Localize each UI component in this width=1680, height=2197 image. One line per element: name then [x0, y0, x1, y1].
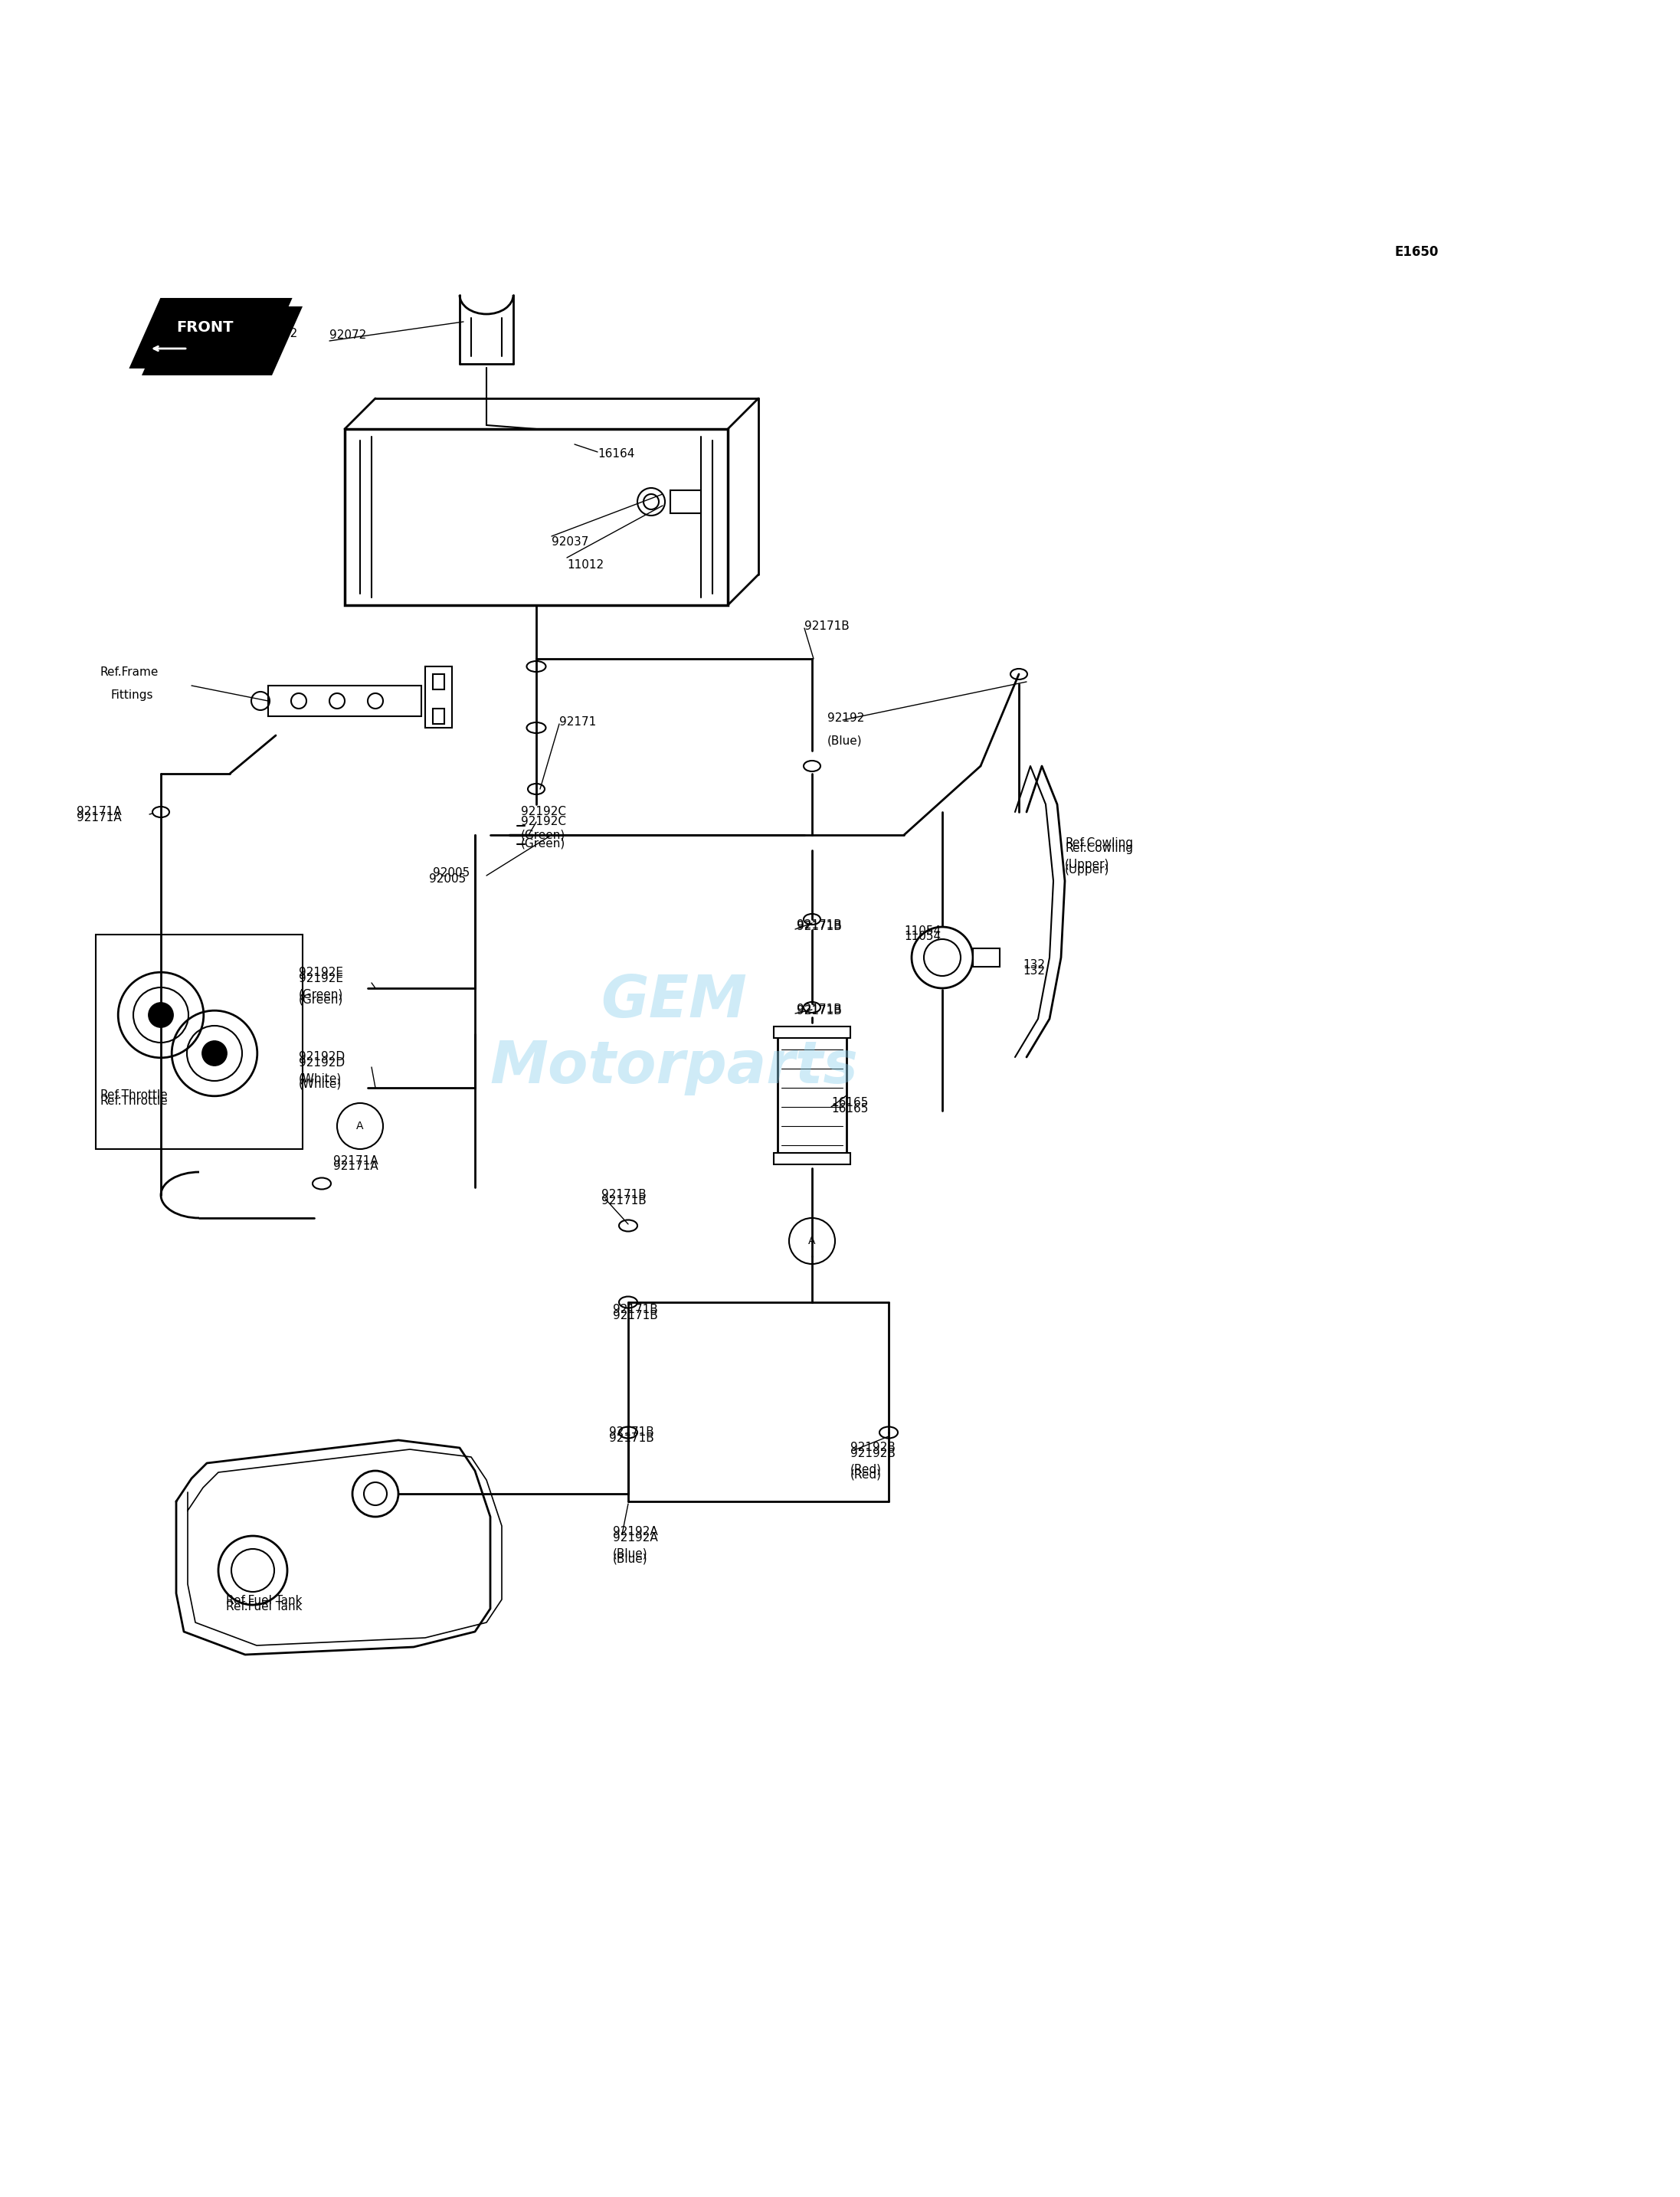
Text: 92192B: 92192B [850, 1441, 895, 1454]
Text: 11054: 11054 [904, 925, 941, 936]
Text: (Upper): (Upper) [1065, 859, 1109, 870]
Text: 92171B: 92171B [796, 1006, 842, 1017]
Text: 92171B: 92171B [613, 1309, 659, 1320]
Text: Ref.Throttle: Ref.Throttle [99, 1090, 168, 1101]
Polygon shape [141, 305, 302, 376]
Text: 92005: 92005 [428, 872, 465, 885]
Text: 132: 132 [1023, 964, 1045, 978]
Bar [96, 934, 302, 1149]
Text: Ref.Cowling: Ref.Cowling [1065, 844, 1132, 855]
Text: 92192D: 92192D [299, 1057, 344, 1068]
Text: 92171A: 92171A [333, 1156, 378, 1167]
Circle shape [202, 1041, 227, 1066]
Text: (Green): (Green) [299, 995, 343, 1006]
Text: (Green): (Green) [521, 828, 566, 841]
Bar [973, 949, 1000, 967]
Text: Ref.Frame: Ref.Frame [99, 666, 158, 679]
Text: E1650: E1650 [1394, 246, 1438, 259]
Text: Ref.Fuel Tank: Ref.Fuel Tank [227, 1595, 302, 1606]
Text: 16165: 16165 [832, 1103, 869, 1114]
Bar [670, 490, 701, 514]
Text: 92171A: 92171A [333, 1160, 378, 1171]
Text: 92171B: 92171B [610, 1426, 654, 1439]
Bar [778, 1035, 847, 1156]
Bar [425, 666, 452, 727]
Bar [344, 428, 727, 604]
Bar [269, 685, 422, 716]
Text: Ref.Fuel Tank: Ref.Fuel Tank [227, 1602, 302, 1613]
Text: 92171B: 92171B [796, 1004, 842, 1015]
Text: 16164: 16164 [598, 448, 635, 459]
Text: 92171B: 92171B [796, 921, 842, 934]
Text: (Blue): (Blue) [827, 736, 862, 747]
Text: 92171B: 92171B [610, 1432, 654, 1443]
Text: (Red): (Red) [850, 1470, 882, 1481]
Text: 92171B: 92171B [796, 918, 842, 932]
Text: Ref.Throttle: Ref.Throttle [99, 1096, 168, 1107]
Polygon shape [131, 299, 291, 367]
Text: 92171B: 92171B [805, 620, 850, 633]
Text: 92192: 92192 [827, 712, 865, 723]
Text: 92192E: 92192E [299, 967, 343, 978]
Text: (Upper): (Upper) [1065, 863, 1109, 877]
Text: Fittings: Fittings [111, 690, 153, 701]
Bar [433, 674, 444, 690]
Text: 92192A: 92192A [613, 1527, 659, 1538]
Text: A: A [808, 1235, 816, 1246]
Text: 92171: 92171 [559, 716, 596, 727]
Text: 92072: 92072 [329, 330, 366, 341]
Text: 92005: 92005 [433, 868, 470, 879]
Bar [774, 1026, 850, 1037]
Bar [433, 710, 444, 723]
Text: 132: 132 [1023, 960, 1045, 971]
Text: (Green): (Green) [299, 989, 343, 1000]
Text: 92192C: 92192C [521, 815, 566, 828]
Circle shape [148, 1002, 173, 1028]
Text: A: A [356, 1120, 363, 1131]
Text: 16165: 16165 [832, 1096, 869, 1109]
Text: GEM
Motorparts: GEM Motorparts [491, 973, 858, 1096]
Text: 92171A: 92171A [77, 813, 121, 824]
Text: 92171B: 92171B [601, 1189, 647, 1202]
Text: (White): (White) [299, 1079, 341, 1090]
Text: (Green): (Green) [521, 837, 566, 848]
Text: 92192E: 92192E [299, 973, 343, 984]
Text: 92037: 92037 [551, 536, 588, 547]
Text: 92192B: 92192B [850, 1448, 895, 1459]
Text: 92072: 92072 [260, 327, 297, 338]
Text: 92171B: 92171B [601, 1195, 647, 1206]
Text: 92192A: 92192A [613, 1531, 659, 1544]
Text: (White): (White) [299, 1072, 341, 1085]
Text: 11012: 11012 [566, 560, 603, 571]
Text: Ref.Cowling: Ref.Cowling [1065, 837, 1132, 848]
Text: 92171A: 92171A [77, 806, 121, 817]
Text: (Red): (Red) [850, 1463, 882, 1474]
Bar [774, 1153, 850, 1164]
Text: 92171B: 92171B [613, 1305, 659, 1316]
Text: FRONT: FRONT [176, 321, 234, 334]
Text: (Blue): (Blue) [613, 1553, 648, 1564]
Text: 92192D: 92192D [299, 1052, 344, 1063]
Text: (Blue): (Blue) [613, 1547, 648, 1560]
Text: 11054: 11054 [904, 932, 941, 943]
Text: 92192C: 92192C [521, 806, 566, 817]
